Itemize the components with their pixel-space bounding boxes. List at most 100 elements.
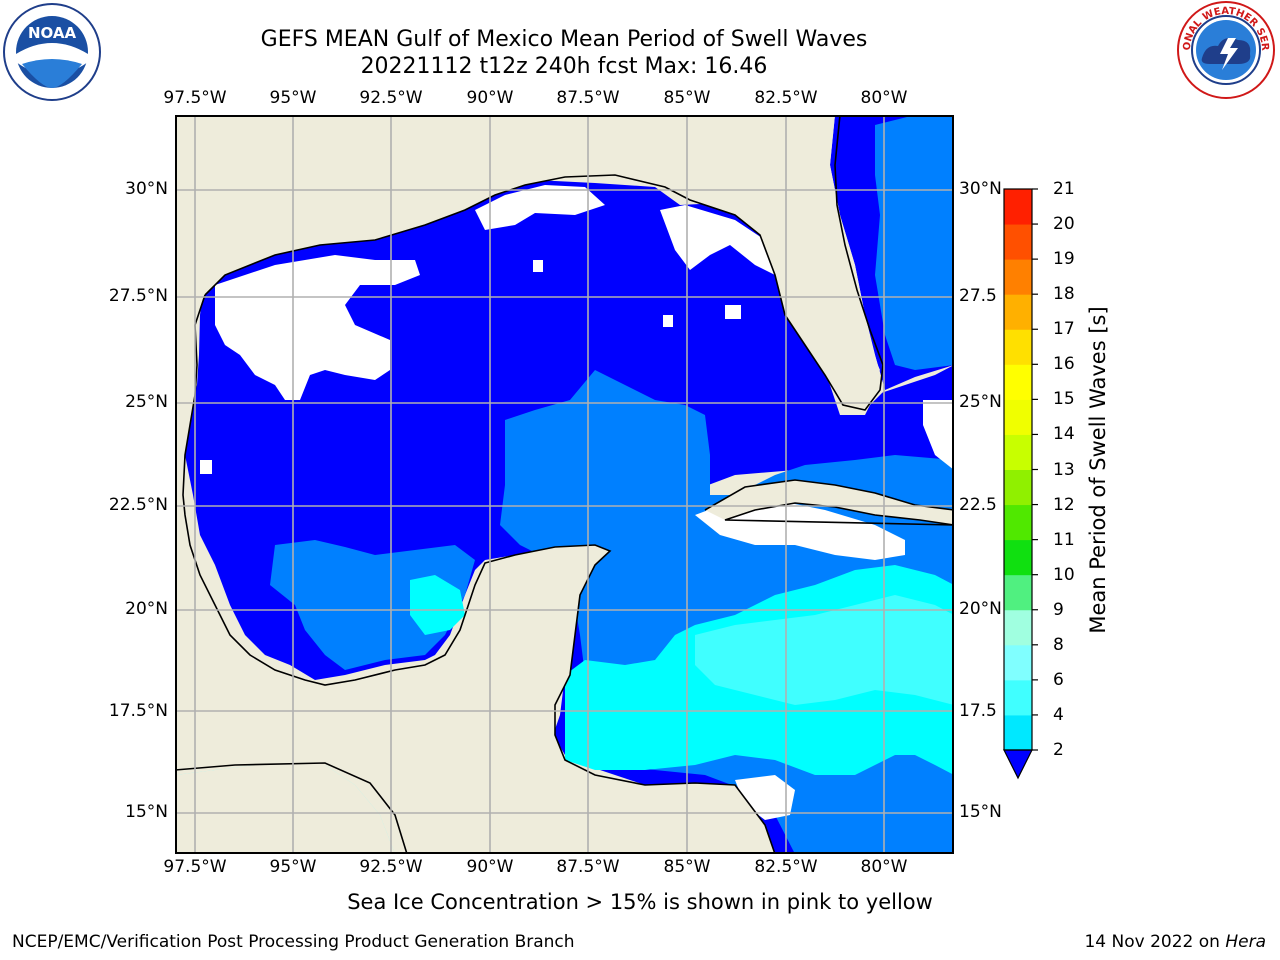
lon-label-top: 90°W xyxy=(466,88,514,108)
lon-label-bottom: 87.5°W xyxy=(556,857,620,877)
colorbar-segment xyxy=(1004,364,1032,400)
us-gulf-coast-land xyxy=(175,115,885,495)
map-subtitle: 20221112 t12z 240h fcst Max: 16.46 xyxy=(360,54,768,79)
no-data-bahamas xyxy=(923,400,954,470)
lon-label-top: 80°W xyxy=(860,88,908,108)
colorbar-segment xyxy=(1004,574,1032,611)
colorbar-tick-label: 20 xyxy=(1053,214,1075,235)
colorbar-tick-label: 17 xyxy=(1053,319,1075,340)
lat-label-left: 15°N xyxy=(125,802,168,822)
lat-label-right: 30°N xyxy=(959,179,1002,199)
no-data-island-2 xyxy=(533,260,543,272)
no-data-island-1 xyxy=(200,460,212,474)
colorbar-tick-label: 2 xyxy=(1053,740,1064,760)
colorbar-segment xyxy=(1004,434,1032,470)
colorbar-tick-label: 21 xyxy=(1053,179,1075,199)
sw-gulf-cyan-patch xyxy=(410,575,465,635)
colorbar-segment xyxy=(1004,294,1032,330)
map-title: GEFS MEAN Gulf of Mexico Mean Period of … xyxy=(260,27,868,52)
graticule xyxy=(175,115,954,854)
no-data-louisiana-shelf xyxy=(475,185,605,230)
colorbar xyxy=(1003,188,1038,780)
lat-label-left: 20°N xyxy=(125,599,168,619)
no-data-island-3 xyxy=(663,315,673,327)
colorbar-tick-label: 11 xyxy=(1053,529,1075,550)
colorbar-segment xyxy=(1004,714,1032,751)
lat-label-left: 27.5°N xyxy=(108,286,168,306)
colorbar-tick-label: 19 xyxy=(1053,249,1075,270)
colorbar-tick-label: 15 xyxy=(1053,389,1075,410)
lat-label-right: 17.5 xyxy=(959,701,997,721)
colorbar-segment xyxy=(1004,189,1032,225)
lat-label-left: 22.5°N xyxy=(108,495,168,515)
mexico-land xyxy=(175,495,775,854)
colorbar-tick-label: 13 xyxy=(1053,459,1075,480)
lon-label-top: 92.5°W xyxy=(359,88,423,108)
no-data-florida-shelf xyxy=(660,205,775,275)
lon-label-top: 87.5°W xyxy=(556,88,620,108)
lon-label-top: 85°W xyxy=(663,88,711,108)
colorbar-tick-label: 8 xyxy=(1053,634,1064,655)
colorbar-tick-label: 16 xyxy=(1053,354,1075,375)
lon-label-bottom: 80°W xyxy=(860,857,908,877)
colorbar-tick-label: 10 xyxy=(1053,564,1075,585)
lat-label-left: 25°N xyxy=(125,392,168,412)
colorbar-under-arrow xyxy=(1003,749,1033,780)
mexico-coastline xyxy=(182,294,776,854)
lat-label-right: 27.5 xyxy=(959,286,997,306)
colorbar-tick-label: 14 xyxy=(1053,424,1075,445)
no-data-island-4 xyxy=(725,305,741,319)
colorbar-tick-label: 18 xyxy=(1053,284,1075,305)
colorbar-tick-label: 4 xyxy=(1053,704,1064,725)
lon-label-bottom: 90°W xyxy=(466,857,514,877)
colorbar-segment xyxy=(1004,224,1032,260)
coastlines xyxy=(175,115,954,854)
lon-label-bottom: 95°W xyxy=(269,857,317,877)
swell-period-map xyxy=(175,115,954,854)
colorbar-segment xyxy=(1004,539,1032,576)
lon-label-top: 97.5°W xyxy=(163,88,227,108)
noaa-logo-text: NOAA xyxy=(28,24,77,42)
colorbar-segment xyxy=(1004,259,1032,295)
colorbar-segment xyxy=(1004,679,1032,716)
east-florida-medium-blue-field xyxy=(875,115,954,370)
nws-logo: NATIONAL WEATHER SERVICE xyxy=(1176,0,1275,99)
colorbar-segment xyxy=(1004,329,1032,365)
no-data-texas-shelf xyxy=(215,255,420,400)
footer-machine: Hera xyxy=(1225,932,1266,952)
us-coastline xyxy=(204,115,884,411)
caribbean-light-cyan-patch xyxy=(695,595,954,705)
colorbar-tick-label: 12 xyxy=(1053,494,1075,515)
footer-date-text: 14 Nov 2022 on xyxy=(1084,932,1226,952)
colorbar-segment xyxy=(1004,504,1032,541)
pacific-coastline xyxy=(175,762,408,854)
lon-label-top: 82.5°W xyxy=(754,88,818,108)
colorbar-segment xyxy=(1004,399,1032,435)
lon-label-bottom: 92.5°W xyxy=(359,857,423,877)
colorbar-segment xyxy=(1004,609,1032,646)
colorbar-title: Mean Period of Swell Waves [s] xyxy=(1086,306,1110,634)
footer-date: 14 Nov 2022 on Hera xyxy=(1084,932,1266,952)
lat-label-right: 15°N xyxy=(959,802,1002,822)
lat-label-left: 17.5°N xyxy=(108,701,168,721)
lat-label-right: 22.5 xyxy=(959,495,997,515)
colorbar-tick-label: 6 xyxy=(1053,669,1064,690)
lat-label-right: 25°N xyxy=(959,392,1002,412)
colorbar-segment xyxy=(1004,644,1032,681)
lon-label-top: 95°W xyxy=(269,88,317,108)
noaa-logo: NOAA xyxy=(3,3,101,101)
map-frame xyxy=(175,115,954,854)
sw-gulf-medium-blue-field xyxy=(270,540,475,670)
sea-ice-note: Sea Ice Concentration > 15% is shown in … xyxy=(347,890,933,914)
lat-label-right: 20°N xyxy=(959,599,1002,619)
colorbar-tick-label: 9 xyxy=(1053,599,1064,620)
lat-label-left: 30°N xyxy=(125,179,168,199)
no-data-yucatan-cuba xyxy=(695,500,905,560)
cuba-land xyxy=(705,480,954,525)
cuba-coastline xyxy=(704,479,954,526)
lon-label-bottom: 82.5°W xyxy=(754,857,818,877)
lon-label-bottom: 97.5°W xyxy=(163,857,227,877)
colorbar-segment xyxy=(1004,469,1032,506)
lon-label-bottom: 85°W xyxy=(663,857,711,877)
footer-credit: NCEP/EMC/Verification Post Processing Pr… xyxy=(12,932,575,952)
